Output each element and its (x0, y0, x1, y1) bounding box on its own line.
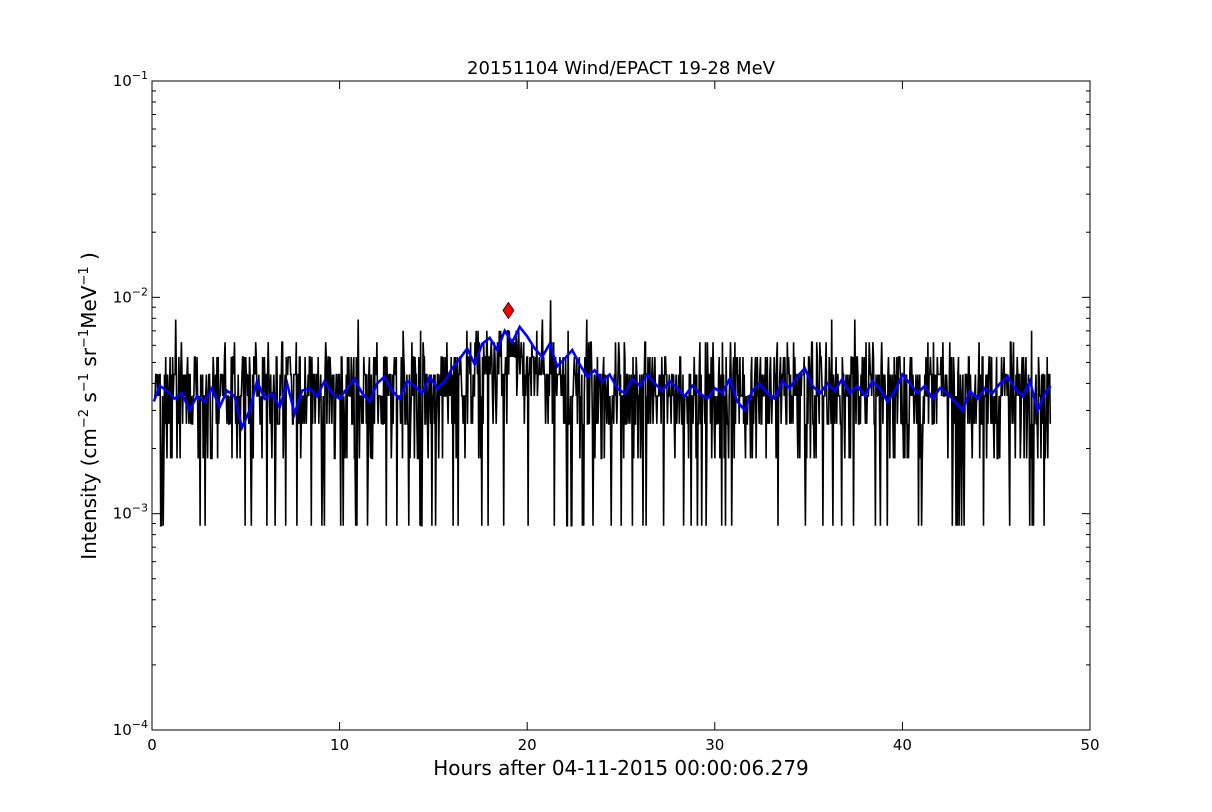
y-axis-label-sup4: −1 (77, 266, 92, 285)
y-axis-label-sup2: −1 (77, 373, 92, 392)
y-axis-label-sup3: −1 (77, 329, 92, 348)
series-raw-line (153, 300, 1052, 527)
onset-marker (502, 301, 515, 320)
y-axis-label-sup1: −2 (77, 409, 92, 428)
x-tick-label: 30 (705, 736, 724, 754)
series-layer (152, 300, 1052, 527)
y-axis-label-mid3: MeV (77, 285, 101, 329)
y-tick-label: 10−3 (113, 502, 148, 523)
y-tick-label: 10−4 (113, 718, 148, 739)
x-axis-label: Hours after 04-11-2015 00:00:06.279 (433, 756, 809, 780)
x-tick-label: 20 (518, 736, 537, 754)
x-tick-label: 0 (147, 736, 157, 754)
ticks-layer: 0 10 20 30 40 50 10−4 10−3 10−2 10−1 (113, 69, 1100, 754)
x-tick-label: 40 (893, 736, 912, 754)
y-axis-label-suffix: ) (77, 252, 101, 266)
y-axis-label-mid1: s (77, 392, 101, 409)
y-axis-label-prefix: Intensity (cm (77, 428, 101, 560)
marker-layer (502, 301, 515, 320)
y-tick-label: 10−1 (113, 69, 148, 90)
plot-area (152, 300, 1052, 527)
y-axis-label: Intensity (cm−2 s−1 sr−1MeV−1 ) (77, 252, 101, 560)
chart-title: 20151104 Wind/EPACT 19-28 MeV (467, 58, 776, 79)
y-axis-label-mid2: sr (77, 347, 101, 373)
x-tick-label: 10 (330, 736, 349, 754)
plot-frame (151, 80, 1091, 731)
x-tick-label: 50 (1080, 736, 1099, 754)
y-tick-label: 10−2 (113, 285, 148, 306)
series-smoothed-line (152, 324, 1052, 432)
